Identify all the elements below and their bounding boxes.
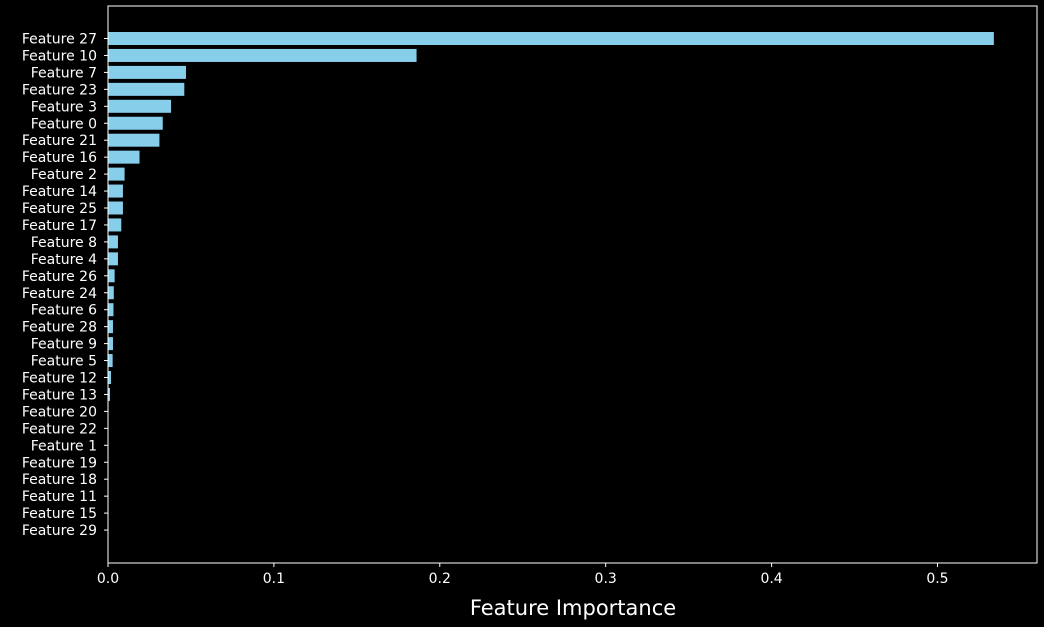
y-tick-label: Feature 26 (22, 269, 97, 285)
x-tick-label: 0.2 (429, 571, 451, 587)
x-tick-label: 0.3 (595, 571, 617, 587)
y-tick-label: Feature 14 (22, 184, 97, 200)
x-tick-label: 0.5 (926, 571, 948, 587)
x-tick-label: 0.4 (760, 571, 782, 587)
bar-feature-26 (108, 269, 115, 283)
y-tick-label: Feature 11 (22, 489, 97, 505)
bar-feature-0 (108, 116, 163, 130)
bar-feature-13 (108, 387, 110, 401)
bar-feature-6 (108, 303, 114, 317)
y-tick-label: Feature 18 (22, 472, 97, 488)
y-tick-label: Feature 5 (31, 354, 97, 370)
bar-feature-16 (108, 150, 140, 164)
x-tick-label: 0.1 (263, 571, 285, 587)
y-tick-label: Feature 0 (31, 116, 97, 132)
bar-feature-24 (108, 286, 114, 300)
y-tick-label: Feature 6 (31, 303, 97, 319)
y-tick-label: Feature 21 (22, 133, 97, 149)
bar-feature-28 (108, 320, 113, 334)
y-tick-label: Feature 13 (22, 387, 97, 403)
y-tick-label: Feature 4 (31, 252, 97, 268)
bar-feature-2 (108, 167, 125, 181)
y-tick-label: Feature 15 (22, 506, 97, 522)
y-tick-label: Feature 22 (22, 421, 97, 437)
y-tick-label: Feature 25 (22, 201, 97, 217)
bar-feature-8 (108, 235, 118, 249)
plot-frame (107, 5, 1038, 564)
y-tick-label: Feature 2 (31, 167, 97, 183)
y-tick-label: Feature 23 (22, 82, 97, 98)
y-tick-label: Feature 16 (22, 150, 97, 166)
x-tick-label: 0.0 (97, 571, 119, 587)
bar-feature-7 (108, 65, 186, 79)
y-tick-label: Feature 12 (22, 371, 97, 387)
bar-feature-25 (108, 201, 123, 215)
x-axis-ticks: 0.0 0.1 0.2 0.3 0.4 0.5 (97, 563, 949, 587)
y-tick-label: Feature 20 (22, 404, 97, 420)
bars-layer (108, 32, 994, 435)
bar-feature-17 (108, 218, 122, 232)
y-tick-label: Feature 24 (22, 286, 97, 302)
y-tick-label: Feature 8 (31, 235, 97, 251)
bar-feature-23 (108, 82, 185, 96)
y-tick-label: Feature 17 (22, 218, 97, 234)
y-tick-label: Feature 19 (22, 455, 97, 471)
bar-feature-9 (108, 337, 113, 351)
bar-feature-14 (108, 184, 123, 198)
bar-feature-10 (108, 48, 417, 62)
bar-feature-3 (108, 99, 172, 113)
y-tick-label: Feature 1 (31, 438, 97, 454)
bar-feature-4 (108, 252, 118, 266)
y-tick-label: Feature 10 (22, 48, 97, 64)
bar-feature-5 (108, 354, 113, 368)
y-tick-label: Feature 27 (22, 32, 97, 48)
bar-feature-27 (108, 32, 994, 45)
bar-feature-12 (108, 371, 111, 384)
bar-feature-21 (108, 133, 160, 147)
y-tick-label: Feature 7 (31, 65, 97, 81)
x-axis-title: Feature Importance (470, 596, 676, 620)
y-tick-label: Feature 9 (31, 337, 97, 353)
y-tick-label: Feature 3 (31, 99, 97, 115)
y-tick-label: Feature 29 (22, 523, 97, 539)
y-tick-label: Feature 28 (22, 320, 97, 336)
